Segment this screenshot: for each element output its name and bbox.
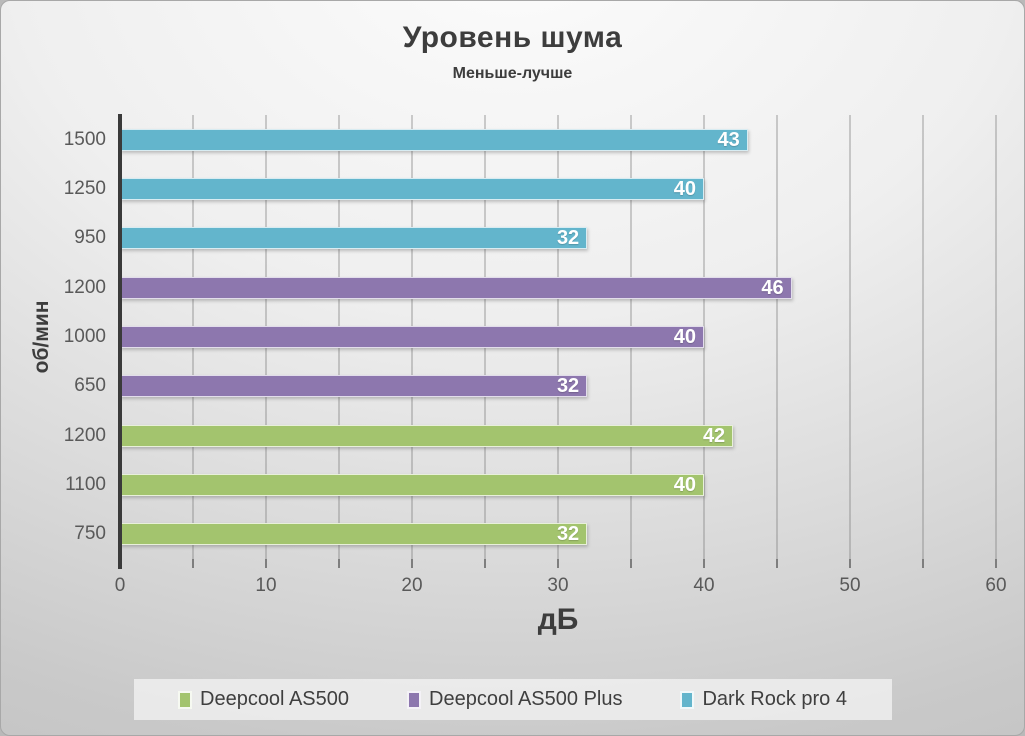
bar-row: 42 — [120, 411, 996, 460]
category-label-1200: 1200 — [63, 424, 106, 446]
x-tick-label-30: 30 — [547, 575, 569, 596]
category-label-1100: 1100 — [65, 473, 106, 495]
bar-deepcool-as500-plus-1000: 40 — [120, 325, 704, 348]
x-tick-mark-50 — [849, 559, 851, 568]
x-tick-mark-40 — [702, 559, 705, 568]
chart-title: Уровень шума — [402, 21, 623, 54]
bar-dark-rock-pro-4-950: 32 — [120, 227, 588, 250]
bar-dark-rock-pro-4-1250: 40 — [120, 177, 704, 200]
bar-deepcool-as500-1100: 40 — [120, 473, 704, 496]
bar-value-label: 43 — [717, 128, 740, 151]
x-tick-mark-45 — [776, 559, 778, 568]
x-tick-label-0: 0 — [114, 575, 126, 596]
bar-row: 46 — [120, 263, 996, 312]
category-label-650: 650 — [74, 375, 106, 397]
bar-deepcool-as500-plus-1200: 46 — [120, 276, 792, 299]
bar-row: 40 — [120, 460, 996, 509]
category-label-950: 950 — [74, 227, 106, 249]
x-tick-label-20: 20 — [401, 575, 423, 596]
gridline-60 — [995, 115, 997, 559]
legend-label: Deepcool AS500 — [200, 688, 350, 710]
bar-value-label: 46 — [761, 276, 784, 299]
x-tick-mark-60 — [995, 559, 997, 568]
x-tick-mark-5 — [191, 559, 194, 568]
bar-deepcool-as500-plus-650: 32 — [120, 375, 588, 398]
bar-row: 43 — [120, 115, 996, 164]
category-label-1000: 1000 — [63, 325, 106, 347]
category-label-1500: 1500 — [63, 128, 106, 150]
legend-swatch-icon — [407, 690, 422, 709]
plot-area: 0 10 20 30 40 50 60 43 1500 40 1250 32 950 46 1200 40 10… — [64, 114, 1007, 596]
bar-dark-rock-pro-4-1500: 43 — [120, 128, 748, 151]
bar-value-label: 32 — [556, 523, 580, 546]
bar-deepcool-as500-750: 32 — [120, 523, 588, 546]
bar-row: 32 — [120, 214, 996, 263]
bar-row: 32 — [120, 510, 996, 559]
legend-item-deepcool-as500-plus: Deepcool AS500 Plus — [407, 688, 622, 711]
x-tick-mark-20 — [410, 559, 413, 568]
bar-value-label: 40 — [673, 473, 696, 496]
legend-item-dark-rock-pro-4: Dark Rock pro 4 — [680, 688, 847, 711]
gridline-55 — [922, 115, 924, 559]
legend: Deepcool AS500 Deepcool AS500 Plus Dark Ro… — [133, 679, 892, 720]
legend-label: Dark Rock pro 4 — [702, 688, 847, 710]
category-label-1200: 1200 — [63, 276, 106, 298]
category-label-750: 750 — [74, 523, 106, 545]
bar-value-label: 40 — [673, 177, 696, 200]
x-tick-label-40: 40 — [693, 575, 715, 596]
bar-row: 40 — [120, 312, 996, 361]
legend-item-deepcool-as500: Deepcool AS500 — [178, 688, 349, 711]
gridline-45 — [776, 115, 778, 559]
y-axis-title: об/мин — [30, 300, 53, 374]
bar-value-label: 42 — [702, 424, 726, 447]
x-tick-mark-10 — [264, 559, 267, 568]
legend-label: Deepcool AS500 Plus — [429, 688, 623, 710]
y-axis-line — [118, 114, 122, 569]
x-tick-label-50: 50 — [839, 575, 861, 596]
legend-swatch-icon — [178, 690, 192, 709]
x-tick-mark-35 — [630, 559, 632, 568]
bar-deepcool-as500-1200: 42 — [120, 424, 734, 447]
x-tick-mark-25 — [484, 559, 486, 568]
x-tick-label-10: 10 — [255, 575, 277, 596]
bar-value-label: 32 — [556, 375, 580, 398]
x-tick-mark-30 — [557, 559, 559, 568]
bar-row: 32 — [120, 362, 996, 411]
category-label-1250: 1250 — [63, 177, 106, 199]
bar-value-label: 40 — [673, 325, 696, 348]
gridline-40 — [702, 115, 705, 559]
gridline-50 — [849, 115, 851, 559]
chart-subtitle: Меньше-лучше — [452, 65, 573, 82]
x-axis-title: дБ — [537, 603, 579, 636]
bar-row: 40 — [120, 164, 996, 213]
x-tick-mark-55 — [922, 559, 924, 568]
x-tick-mark-15 — [338, 559, 340, 568]
legend-swatch-icon — [680, 690, 695, 709]
x-tick-label-60: 60 — [985, 575, 1007, 596]
bar-value-label: 32 — [556, 227, 580, 250]
